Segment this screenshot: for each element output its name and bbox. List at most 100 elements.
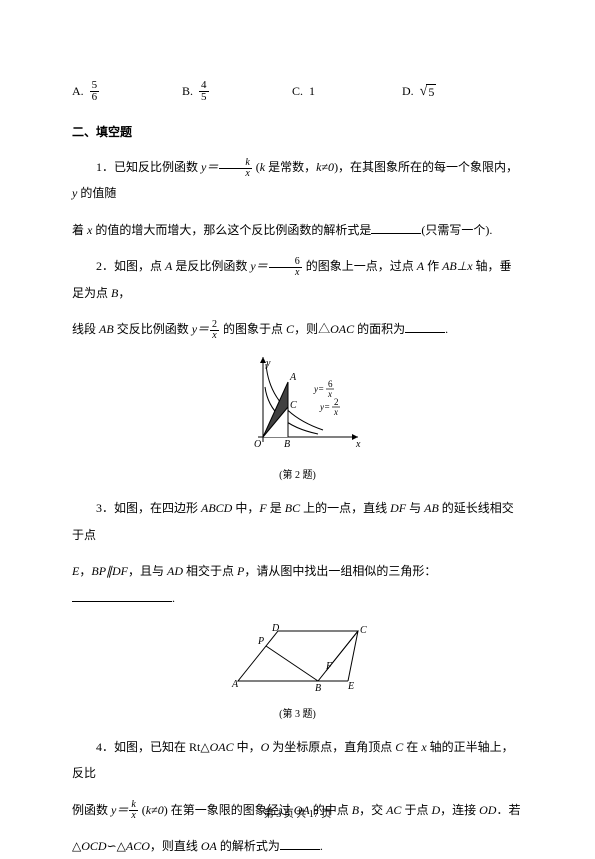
q3-mid1: 中， <box>232 501 259 515</box>
q4-line3: △OCD∽△ACO，则直线 OA 的解析式为. <box>72 833 523 859</box>
options-row: A. 5 6 B. 4 5 C. 1 D. √5 <box>72 80 523 103</box>
svg-text:A: A <box>231 679 239 690</box>
q2-blank <box>405 321 445 333</box>
q2-mid1: 是反比例函数 <box>172 259 250 273</box>
q3-l2-suffix: . <box>172 591 175 605</box>
svg-text:O: O <box>254 439 261 450</box>
option-d-value: 5 <box>426 84 436 100</box>
page-footer: 第 3 页 共 17 页 <box>0 805 595 820</box>
q1-frac: kx <box>219 158 251 179</box>
q3-prefix: 3．如图，在四边形 <box>96 501 201 515</box>
q4-l3-prefix: △ <box>72 839 81 853</box>
q1-prefix: 1．已知反比例函数 <box>96 160 201 174</box>
svg-text:F: F <box>325 661 333 672</box>
q2-A2: A <box>417 259 424 273</box>
q1-mid3: )，在其图象所在的每一个象限内， <box>334 160 518 174</box>
q4: 4．如图，已知在 Rt△OAC 中，O 为坐标原点，直角顶点 C 在 x 轴的正… <box>72 734 523 787</box>
svg-text:B: B <box>284 439 290 450</box>
q3-line2: E，BP∥DF，且与 AD 相交于点 P，请从图中找出一组相似的三角形：. <box>72 558 523 611</box>
q2-yeq2: y＝ <box>192 322 209 336</box>
q3-AB: AB <box>424 501 439 515</box>
q2-l2-mid2: 的图象于点 <box>220 322 286 336</box>
q3-l2-mid4: ，请从图中找出一组相似的三角形： <box>244 564 436 578</box>
option-a: A. 5 6 <box>72 80 182 103</box>
svg-text:P: P <box>257 636 264 647</box>
q4-OCD: OCD <box>81 839 106 853</box>
option-b-label: B. <box>182 84 193 99</box>
q4-l3-mid3: 的解析式为 <box>217 839 280 853</box>
q2-ABperp: AB⊥x <box>442 259 472 273</box>
q1-line2: 着 x 的值的增大而增大，那么这个反比例函数的解析式是(只需写一个). <box>72 217 523 243</box>
svg-text:x: x <box>355 439 361 450</box>
q2-OAC: OAC <box>330 322 354 336</box>
q4-mid3: 在 <box>403 740 421 754</box>
svg-text:x: x <box>333 407 338 417</box>
svg-text:y=: y= <box>319 402 330 412</box>
q4-ACO: ACO <box>126 839 150 853</box>
svg-text:E: E <box>347 681 354 691</box>
svg-text:D: D <box>271 623 280 634</box>
q1: 1．已知反比例函数 y＝kx (k 是常数，k≠0)，在其图象所在的每一个象限内… <box>72 154 523 207</box>
q3-ABCD: ABCD <box>201 501 232 515</box>
q3-mid4: 与 <box>406 501 424 515</box>
q1-mid1: ( <box>253 160 260 174</box>
q2-l2-mid1: 交反比例函数 <box>114 322 192 336</box>
q1-mid4: 的值随 <box>77 186 116 200</box>
q2-mid5: ， <box>118 286 130 300</box>
q4-l3-suffix: . <box>320 839 323 853</box>
option-d-label: D. <box>402 84 414 99</box>
q2-l2-mid4: 的面积为 <box>354 322 405 336</box>
q1-yeq: y＝ <box>201 160 218 174</box>
q2-C: C <box>286 322 294 336</box>
svg-text:C: C <box>360 625 367 636</box>
svg-text:A: A <box>289 372 297 383</box>
q4-mid1: 中， <box>234 740 261 754</box>
q1-kne: k≠0 <box>316 160 334 174</box>
option-d: D. √5 <box>402 80 512 103</box>
svg-text:x: x <box>327 389 332 399</box>
section-title: 二、填空题 <box>72 123 523 140</box>
option-b: B. 4 5 <box>182 80 292 103</box>
q1-l2-prefix: 着 <box>72 223 87 237</box>
figure-2: y x O A B C y= 6 x y= 2 x <box>72 352 523 456</box>
option-c: C. 1 <box>292 80 402 103</box>
sqrt-icon: √5 <box>420 84 437 100</box>
figure-2-caption: (第 2 题) <box>72 466 523 481</box>
q2-yeq1: y＝ <box>250 259 267 273</box>
q4-l3-mid2: ，则直线 <box>150 839 201 853</box>
q2-prefix: 2．如图，点 <box>96 259 165 273</box>
q2-den2: x <box>210 331 218 341</box>
figure-3: A B C D E F P <box>72 621 523 695</box>
q1-mid2: 是常数， <box>265 160 316 174</box>
option-a-label: A. <box>72 84 84 99</box>
q4-mid2: 为坐标原点，直角顶点 <box>269 740 395 754</box>
fig2-y-label: y <box>265 358 271 369</box>
q3-DF: DF <box>390 501 406 515</box>
option-c-value: 1 <box>309 84 315 99</box>
q3-AD: AD <box>167 564 183 578</box>
q2-AB: AB <box>99 322 114 336</box>
q2-line2: 线段 AB 交反比例函数 y＝2x 的图象于点 C，则△OAC 的面积为. <box>72 316 523 342</box>
svg-text:B: B <box>315 683 321 691</box>
svg-text:C: C <box>290 400 297 411</box>
q2-frac1: 6x <box>269 257 302 278</box>
figure-3-svg: A B C D E F P <box>218 621 378 691</box>
q2-den1: x <box>269 268 301 278</box>
svg-text:y=: y= <box>313 384 324 394</box>
q3-l2-mid3: 相交于点 <box>183 564 237 578</box>
option-a-den: 6 <box>90 92 100 103</box>
q2-mid3: 作 <box>424 259 442 273</box>
q3-mid2: 是 <box>267 501 285 515</box>
q2-frac2: 2x <box>210 320 219 341</box>
q4-OA2: OA <box>201 839 217 853</box>
q3-BPDF: BP∥DF <box>91 564 128 578</box>
q3: 3．如图，在四边形 ABCD 中，F 是 BC 上的一点，直线 DF 与 AB … <box>72 495 523 548</box>
q3-F: F <box>259 501 266 515</box>
option-a-frac: 5 6 <box>90 80 100 103</box>
option-c-label: C. <box>292 84 303 99</box>
figure-3-caption: (第 3 题) <box>72 705 523 720</box>
q1-l2-mid: 的值的增大而增大，那么这个反比例函数的解析式是 <box>92 223 371 237</box>
q1-den: x <box>219 169 251 179</box>
q1-l2-suffix: (只需写一个). <box>421 223 492 237</box>
q4-OAC: OAC <box>210 740 234 754</box>
